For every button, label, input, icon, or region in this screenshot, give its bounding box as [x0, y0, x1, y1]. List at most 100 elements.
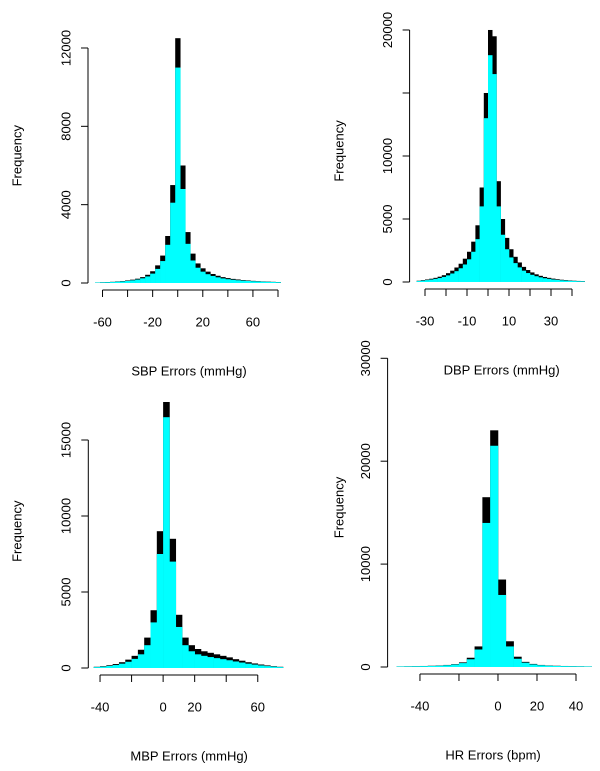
- y-tick-label: 10000: [59, 498, 74, 534]
- histogram-bar: [435, 665, 444, 667]
- x-tick-label: 60: [251, 699, 265, 714]
- histogram-bar: [125, 661, 132, 668]
- histogram-bar: [230, 279, 236, 283]
- histogram-bar: [488, 55, 493, 282]
- y-tick-label: 30000: [358, 340, 373, 376]
- y-tick-label: 0: [59, 664, 74, 671]
- histogram-bar: [200, 655, 208, 668]
- histogram-bar: [536, 665, 546, 667]
- x-tick-label: -20: [143, 314, 162, 329]
- x-tick-label: 0: [494, 698, 501, 713]
- histogram-bar: [185, 243, 191, 283]
- histogram-bar: [170, 202, 176, 283]
- histogram-bar: [251, 664, 259, 668]
- y-tick-label: 0: [58, 279, 73, 286]
- histogram-bar: [454, 271, 459, 282]
- histogram-bar: [497, 594, 507, 667]
- histogram-bar: [135, 279, 141, 283]
- histogram-bar: [492, 74, 497, 282]
- histogram-bar: [429, 279, 434, 282]
- histogram-bar: [250, 281, 256, 283]
- y-tick-label: 5000: [380, 205, 395, 234]
- histogram-bar: [513, 658, 522, 667]
- histogram-bar: [446, 275, 451, 282]
- histogram-bar: [538, 277, 543, 282]
- y-axis-label: Frequency: [331, 476, 346, 538]
- y-tick-label: 0: [358, 663, 373, 670]
- histogram-bar: [260, 281, 266, 283]
- histogram-bar: [93, 667, 101, 668]
- histogram-bar: [182, 645, 189, 668]
- x-axis-label: SBP Errors (mmHg): [131, 363, 246, 378]
- y-tick-label: 8000: [58, 112, 73, 141]
- histogram-bar: [175, 67, 181, 283]
- histogram-bar: [419, 666, 429, 667]
- histogram-bar: [155, 268, 161, 283]
- histogram-bar: [416, 281, 422, 282]
- histogram-bar: [194, 654, 202, 668]
- x-tick-label: -40: [411, 698, 430, 713]
- histogram-bar: [257, 665, 265, 668]
- histogram-bar: [555, 279, 560, 282]
- histogram-bar: [120, 281, 126, 283]
- histogram-bar: [483, 118, 489, 282]
- histogram-bar: [458, 663, 468, 667]
- x-tick-label: -10: [458, 313, 477, 328]
- histogram-bar: [245, 280, 251, 283]
- histogram-bar: [235, 280, 241, 283]
- histogram-bar: [505, 646, 514, 667]
- x-tick-label: 20: [187, 699, 201, 714]
- x-tick-label: 20: [530, 698, 544, 713]
- histogram-bar: [275, 282, 281, 283]
- x-tick-label: -60: [93, 314, 112, 329]
- histogram-bar: [490, 445, 499, 667]
- histogram-bar: [546, 278, 552, 282]
- histogram-bar: [220, 278, 226, 283]
- histogram-bar: [433, 278, 438, 282]
- histogram-bar: [219, 659, 227, 668]
- histogram-bar: [144, 645, 151, 668]
- histogram-bar: [412, 666, 421, 667]
- histogram-bar: [496, 206, 501, 282]
- histogram-bar: [160, 261, 166, 283]
- histogram-bar: [118, 663, 126, 668]
- histogram-bar: [552, 665, 561, 667]
- histogram-bar: [137, 654, 145, 668]
- histogram-bar: [451, 664, 460, 667]
- y-tick-label: 20000: [358, 443, 373, 479]
- histogram-bar: [441, 276, 447, 282]
- y-axis-label: Frequency: [9, 124, 24, 186]
- histogram-bar: [270, 282, 276, 283]
- histogram-bar: [500, 234, 506, 282]
- histogram-bar: [559, 280, 564, 282]
- histogram-bar: [150, 622, 158, 668]
- histogram-bar: [560, 666, 569, 667]
- y-tick-label: 5000: [59, 578, 74, 607]
- histogram-bar: [471, 251, 476, 282]
- histogram-bar: [576, 281, 581, 282]
- y-tick-label: 12000: [58, 30, 73, 66]
- histogram-bar: [270, 666, 277, 668]
- histogram-bar: [544, 665, 553, 667]
- histogram-bar: [205, 274, 211, 283]
- histogram-bar: [396, 666, 405, 667]
- histogram-bar: [210, 275, 216, 283]
- histogram-bar: [106, 665, 113, 668]
- histogram-bar: [443, 665, 452, 667]
- histogram-bar: [276, 667, 284, 668]
- histogram-bar: [112, 665, 120, 668]
- x-tick-label: 0: [160, 699, 167, 714]
- x-tick-label: -40: [91, 699, 110, 714]
- histogram-bar: [425, 280, 430, 282]
- histogram-bar: [200, 271, 206, 283]
- histogram-bar: [264, 666, 271, 668]
- histogram-bar: [580, 281, 585, 282]
- x-axis-label: HR Errors (bpm): [445, 747, 540, 762]
- histogram-bar: [140, 278, 146, 283]
- histogram-bar: [225, 279, 231, 283]
- histogram-bar: [529, 664, 538, 667]
- histogram-bar: [226, 660, 233, 668]
- histogram-bar: [583, 666, 592, 667]
- histogram-bar: [479, 206, 485, 282]
- histogram-bar: [105, 282, 111, 283]
